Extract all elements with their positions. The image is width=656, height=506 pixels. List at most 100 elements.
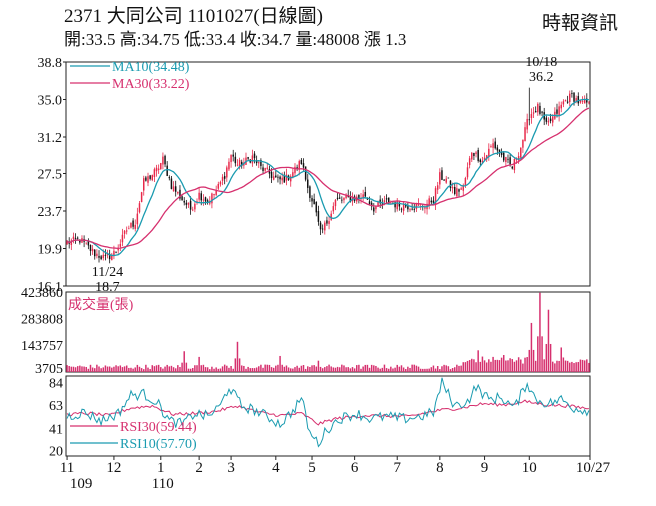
volume-bar — [581, 359, 584, 372]
candle-body — [98, 255, 100, 258]
candle-body — [240, 161, 243, 166]
volume-bar — [317, 360, 320, 372]
candle-body — [488, 148, 490, 157]
volume-bar — [490, 361, 492, 372]
volume-bar — [270, 367, 273, 372]
candle-body — [326, 220, 328, 224]
volume-bar — [417, 366, 420, 372]
volume-bar — [138, 366, 141, 372]
volume-bar — [566, 360, 569, 372]
volume-bar — [113, 366, 115, 372]
close-label: 收: — [239, 30, 262, 49]
volume-bar — [447, 366, 450, 372]
x-tick-label: 11 — [60, 460, 74, 476]
volume-bar — [430, 367, 433, 372]
volume-bar — [125, 365, 128, 372]
volume-bar — [583, 360, 586, 372]
volume-bar — [253, 368, 256, 372]
volume-bar — [439, 369, 441, 372]
candle-body — [507, 158, 509, 160]
candle-body — [309, 186, 311, 198]
candle-body — [453, 186, 456, 194]
volume-bar — [174, 368, 177, 372]
candle-body — [136, 213, 139, 225]
volume-bar — [351, 367, 354, 372]
x-tick-label: 4 — [272, 460, 280, 476]
volume-bar — [66, 365, 68, 372]
price-tick-label: 19.9 — [38, 243, 63, 258]
volume-bar — [217, 368, 220, 372]
candle-body — [520, 147, 522, 158]
candle-body — [362, 194, 364, 199]
volume-bar — [74, 367, 77, 372]
candle-body — [522, 139, 524, 148]
candle-body — [537, 103, 539, 113]
candle-body — [270, 171, 273, 178]
volume-bar — [366, 364, 369, 372]
price-panel-frame — [65, 61, 591, 287]
candle-body — [128, 228, 130, 230]
volume-bar — [264, 364, 266, 372]
volume-bar — [532, 349, 535, 372]
candle-body — [204, 197, 207, 202]
x-tick-label: 12 — [106, 460, 121, 476]
volume-bar — [300, 365, 303, 372]
candle-body — [94, 249, 96, 257]
candle-body — [72, 236, 75, 240]
volume-bar — [353, 368, 356, 372]
candle-body — [400, 208, 403, 210]
volume-bar — [330, 366, 332, 372]
volume-value: 48008 — [317, 30, 360, 49]
rsi-panel-frame — [65, 375, 591, 457]
volume-bar — [485, 362, 488, 372]
candle-body — [492, 143, 494, 148]
volume-bar — [160, 367, 162, 372]
volume-bar — [266, 364, 269, 372]
candle-body — [462, 185, 465, 191]
x-year-label: 110 — [152, 476, 174, 492]
volume-bar — [558, 360, 560, 372]
volume-panel-frame — [65, 291, 591, 373]
candle-body — [324, 222, 326, 231]
candle-body — [79, 240, 81, 243]
candle-body — [564, 100, 567, 102]
candle-body — [494, 141, 496, 149]
x-tick-label: 3 — [227, 460, 235, 476]
volume-bar — [483, 360, 486, 372]
candle-body — [223, 176, 226, 179]
volume-bar — [464, 362, 467, 372]
volume-bar — [415, 365, 418, 372]
volume-bar — [475, 362, 477, 372]
candle-body — [307, 179, 309, 188]
volume-bar — [234, 358, 237, 372]
volume-bar — [279, 355, 281, 372]
volume-bar — [321, 368, 324, 372]
volume-bar — [441, 366, 443, 372]
rsi-tick-label: 20 — [49, 445, 63, 460]
volume-bar — [502, 355, 505, 372]
candle-body — [558, 106, 560, 116]
x-tick-label: 6 — [351, 460, 359, 476]
volume-bar — [543, 359, 545, 372]
volume-bar — [79, 365, 81, 372]
candle-body — [515, 159, 518, 161]
candle-body — [496, 147, 499, 151]
high-annotation-date: 10/18 — [525, 55, 557, 70]
candle-body — [556, 109, 558, 114]
volume-bar — [277, 364, 279, 372]
candle-body — [70, 240, 73, 245]
volume-bar — [123, 366, 126, 372]
volume-bar — [398, 366, 401, 372]
candle-body — [236, 164, 239, 166]
volume-bar — [579, 359, 582, 372]
candle-body — [341, 199, 343, 201]
volume-bar — [554, 363, 556, 372]
volume-bar — [588, 362, 590, 372]
candle-body — [449, 180, 452, 189]
candle-body — [277, 176, 279, 178]
volume-bar — [104, 365, 107, 372]
candle-body — [430, 200, 433, 203]
data-source: 時報資訊 — [541, 13, 618, 34]
candle-body — [168, 177, 171, 179]
volume-bar — [336, 366, 339, 372]
